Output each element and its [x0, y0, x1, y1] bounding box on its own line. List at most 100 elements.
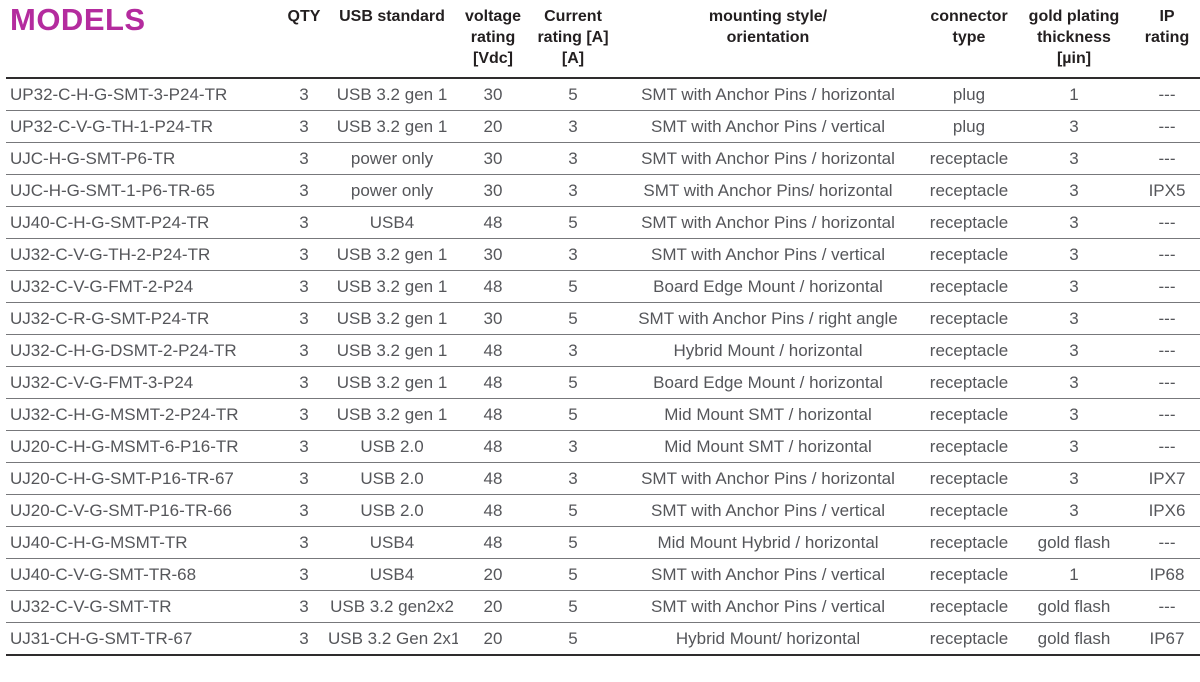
table-row: UJ32-C-V-G-SMT-TR 3 USB 3.2 gen2x2 20 5 SMT w…	[6, 590, 1200, 624]
table-row: UJ32-C-V-G-FMT-3-P24 3 USB 3.2 gen 1 48 5 Boa…	[6, 366, 1200, 400]
table-row: UJ20-C-H-G-SMT-P16-TR-67 3 USB 2.0 48 3 SMT w…	[6, 462, 1200, 496]
cell-connector: receptacle	[918, 558, 1020, 592]
cell-mounting: SMT with Anchor Pins / right angle	[618, 302, 918, 336]
cell-current: 5	[528, 302, 618, 336]
cell-gold: 3	[1020, 398, 1128, 432]
cell-mounting: SMT with Anchor Pins / vertical	[618, 110, 918, 144]
cell-ip: ---	[1128, 142, 1200, 176]
cell-qty: 3	[282, 622, 326, 657]
table-row: UJ32-C-R-G-SMT-P24-TR 3 USB 3.2 gen 1 30 5 SM…	[6, 302, 1200, 336]
cell-gold: 3	[1020, 110, 1128, 144]
table-row: UJ40-C-H-G-MSMT-TR 3 USB4 48 5 Mid Mount Hybr…	[6, 526, 1200, 560]
cell-mounting: Board Edge Mount / horizontal	[618, 270, 918, 304]
column-header-qty: QTY	[282, 0, 326, 80]
cell-qty: 3	[282, 366, 326, 400]
table-row: UJ20-C-H-G-MSMT-6-P16-TR 3 USB 2.0 48 3 Mid M…	[6, 430, 1200, 464]
cell-current: 3	[528, 462, 618, 496]
cell-current: 5	[528, 622, 618, 657]
cell-ip: ---	[1128, 270, 1200, 304]
cell-mounting: Board Edge Mount / horizontal	[618, 366, 918, 400]
cell-model: UJ32-C-R-G-SMT-P24-TR	[6, 302, 282, 336]
cell-voltage: 30	[458, 142, 528, 176]
table-body: UP32-C-H-G-SMT-3-P24-TR 3 USB 3.2 gen 1 30 5…	[6, 78, 1200, 657]
cell-model: UJC-H-G-SMT-P6-TR	[6, 142, 282, 176]
cell-current: 3	[528, 430, 618, 464]
cell-usb: USB 3.2 gen 1	[326, 398, 458, 432]
column-header-usb: USB standard	[326, 0, 458, 80]
cell-mounting: SMT with Anchor Pins / vertical	[618, 494, 918, 528]
cell-connector: receptacle	[918, 142, 1020, 176]
cell-qty: 3	[282, 110, 326, 144]
table-row: UJ20-C-V-G-SMT-P16-TR-66 3 USB 2.0 48 5 SMT w…	[6, 494, 1200, 528]
cell-qty: 3	[282, 526, 326, 560]
cell-qty: 3	[282, 430, 326, 464]
cell-ip: ---	[1128, 110, 1200, 144]
cell-usb: USB 3.2 gen 1	[326, 238, 458, 272]
cell-connector: receptacle	[918, 622, 1020, 657]
cell-ip: ---	[1128, 366, 1200, 400]
cell-connector: receptacle	[918, 238, 1020, 272]
cell-qty: 3	[282, 494, 326, 528]
page-title: MODELS	[6, 0, 282, 80]
table-row: UP32-C-H-G-SMT-3-P24-TR 3 USB 3.2 gen 1 30 5…	[6, 78, 1200, 112]
cell-gold: 3	[1020, 302, 1128, 336]
cell-connector: receptacle	[918, 430, 1020, 464]
cell-model: UJ32-C-H-G-DSMT-2-P24-TR	[6, 334, 282, 368]
cell-model: UJ40-C-H-G-SMT-P24-TR	[6, 206, 282, 240]
cell-connector: receptacle	[918, 398, 1020, 432]
cell-mounting: SMT with Anchor Pins / horizontal	[618, 78, 918, 112]
column-header-ip: IP rating	[1128, 0, 1200, 80]
cell-model: UJ40-C-H-G-MSMT-TR	[6, 526, 282, 560]
cell-voltage: 48	[458, 526, 528, 560]
cell-qty: 3	[282, 270, 326, 304]
cell-ip: IPX6	[1128, 494, 1200, 528]
cell-mounting: Hybrid Mount/ horizontal	[618, 622, 918, 657]
cell-current: 5	[528, 270, 618, 304]
cell-voltage: 20	[458, 590, 528, 624]
cell-voltage: 20	[458, 110, 528, 144]
cell-gold: 3	[1020, 334, 1128, 368]
cell-voltage: 30	[458, 78, 528, 112]
cell-model: UP32-C-V-G-TH-1-P24-TR	[6, 110, 282, 144]
cell-voltage: 48	[458, 270, 528, 304]
table-row: UJ32-C-V-G-FMT-2-P24 3 USB 3.2 gen 1 48 5 Boa…	[6, 270, 1200, 304]
cell-model: UJ20-C-H-G-MSMT-6-P16-TR	[6, 430, 282, 464]
cell-current: 5	[528, 206, 618, 240]
cell-gold: 3	[1020, 270, 1128, 304]
cell-mounting: SMT with Anchor Pins/ horizontal	[618, 174, 918, 208]
column-header-current: Current rating [A] [A]	[528, 0, 618, 80]
cell-model: UJ20-C-V-G-SMT-P16-TR-66	[6, 494, 282, 528]
cell-voltage: 48	[458, 366, 528, 400]
cell-voltage: 20	[458, 622, 528, 657]
cell-voltage: 30	[458, 302, 528, 336]
table-row: UJ32-C-H-G-DSMT-2-P24-TR 3 USB 3.2 gen 1 48…	[6, 334, 1200, 368]
table-row: UJ32-C-H-G-MSMT-2-P24-TR 3 USB 3.2 gen 1 48…	[6, 398, 1200, 432]
cell-usb: USB 2.0	[326, 462, 458, 496]
cell-voltage: 48	[458, 462, 528, 496]
cell-voltage: 30	[458, 238, 528, 272]
cell-model: UJ32-C-H-G-MSMT-2-P24-TR	[6, 398, 282, 432]
cell-mounting: SMT with Anchor Pins / vertical	[618, 590, 918, 624]
cell-current: 3	[528, 238, 618, 272]
cell-usb: USB4	[326, 526, 458, 560]
cell-voltage: 20	[458, 558, 528, 592]
cell-ip: ---	[1128, 334, 1200, 368]
column-header-gold: gold plating thickness [µin]	[1020, 0, 1128, 80]
cell-mounting: Mid Mount SMT / horizontal	[618, 430, 918, 464]
cell-qty: 3	[282, 334, 326, 368]
cell-model: UJ20-C-H-G-SMT-P16-TR-67	[6, 462, 282, 496]
cell-usb: USB 3.2 gen 1	[326, 302, 458, 336]
column-header-mounting: mounting style/ orientation	[618, 0, 918, 80]
cell-connector: receptacle	[918, 270, 1020, 304]
cell-ip: ---	[1128, 430, 1200, 464]
cell-gold: 1	[1020, 558, 1128, 592]
cell-ip: IPX5	[1128, 174, 1200, 208]
cell-model: UJ40-C-V-G-SMT-TR-68	[6, 558, 282, 592]
cell-qty: 3	[282, 558, 326, 592]
cell-qty: 3	[282, 590, 326, 624]
cell-current: 5	[528, 526, 618, 560]
cell-mounting: SMT with Anchor Pins / horizontal	[618, 462, 918, 496]
table-row: UJ32-C-V-G-TH-2-P24-TR 3 USB 3.2 gen 1 30 3 S…	[6, 238, 1200, 272]
cell-qty: 3	[282, 206, 326, 240]
